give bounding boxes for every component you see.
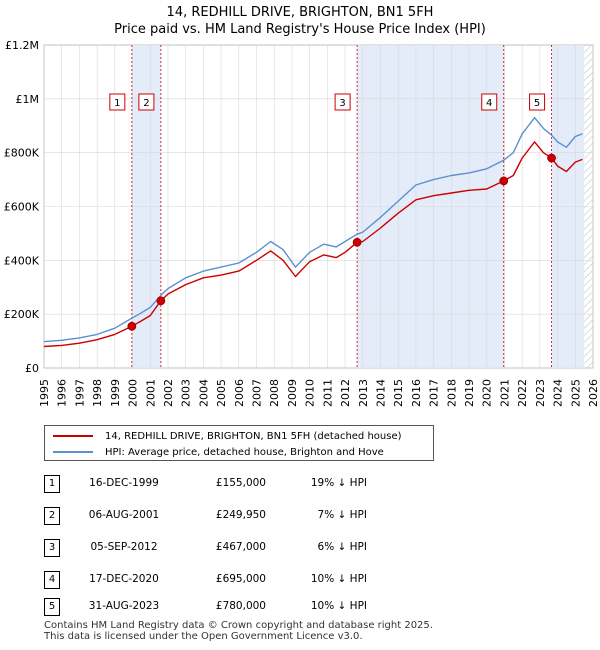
x-tick-label: 2022: [516, 379, 529, 407]
sale-date: 17-DEC-2020: [89, 573, 159, 585]
sale-number-label: 5: [534, 98, 540, 109]
x-tick-label: 2024: [552, 379, 565, 407]
chart-legend: 14, REDHILL DRIVE, BRIGHTON, BN1 5FH (de…: [44, 425, 434, 461]
price-chart: £0 £200K £400K £600K £800K £1M £1.2M 1995 1996 19…: [4, 39, 600, 407]
x-tick-label: 2025: [569, 379, 582, 407]
x-tick-label: 2007: [251, 379, 264, 407]
legend-label-hpi: HPI: Average price, detached house, Brig…: [105, 446, 384, 458]
sale-number-box: [481, 93, 498, 111]
sale-point: [352, 237, 362, 247]
sale-date: 16-DEC-1999: [89, 477, 159, 489]
chart-title-line2: Price paid vs. HM Land Registry's House …: [114, 22, 486, 37]
x-tick-label: 2026: [587, 379, 600, 407]
sale-point: [499, 176, 509, 186]
x-tick-label: 2023: [534, 379, 547, 407]
x-tick-label: 1995: [38, 379, 51, 407]
x-tick-label: 2021: [498, 379, 511, 407]
x-tick-label: 2010: [304, 379, 317, 407]
x-tick-label: 2004: [197, 379, 210, 407]
sale-price: £249,950: [215, 509, 266, 521]
sale-number-box: [109, 93, 126, 111]
sale-number-label: 2: [143, 98, 149, 109]
sale-row: 4 17-DEC-2020 £695,000 10% ↓ HPI: [44, 571, 384, 589]
sale-hpi-diff: 10% ↓ HPI: [310, 600, 367, 612]
sale-hpi-diff: 6% ↓ HPI: [317, 541, 367, 553]
chart-title-line1: 14, REDHILL DRIVE, BRIGHTON, BN1 5FH: [166, 5, 434, 20]
sale-hpi-diff: 19% ↓ HPI: [310, 477, 367, 489]
x-tick-label: 2012: [339, 379, 352, 407]
footer-licence: This data is licensed under the Open Gov…: [44, 631, 363, 642]
sale-number-box: [529, 93, 546, 111]
y-tick-label: £1M: [16, 93, 40, 106]
x-tick-label: 1997: [73, 379, 86, 407]
sale-date: 31-AUG-2023: [88, 600, 160, 612]
sale-number-label: 3: [339, 98, 345, 109]
x-tick-label: 2008: [268, 379, 281, 407]
legend-label-property: 14, REDHILL DRIVE, BRIGHTON, BN1 5FH (de…: [105, 430, 402, 442]
sale-row: 1 16-DEC-1999 £155,000 19% ↓ HPI: [44, 475, 384, 493]
legend-swatch-property: [53, 435, 93, 437]
x-tick-label: 2005: [215, 379, 228, 407]
sale-hpi-diff: 7% ↓ HPI: [317, 509, 367, 521]
y-tick-label: £600K: [4, 201, 40, 214]
sale-number-label: 4: [486, 98, 492, 109]
y-tick-label: £200K: [4, 308, 40, 321]
x-tick-label: 2013: [357, 379, 370, 407]
x-tick-label: 2003: [180, 379, 193, 407]
x-tick-label: 2001: [144, 379, 157, 407]
y-tick-label: £400K: [4, 254, 40, 267]
legend-entry-property: 14, REDHILL DRIVE, BRIGHTON, BN1 5FH (de…: [53, 428, 402, 444]
x-tick-label: 2009: [286, 379, 299, 407]
x-tick-label: 2019: [463, 379, 476, 407]
x-tick-label: 1996: [56, 379, 69, 407]
x-tick-label: 2000: [127, 379, 140, 407]
sale-number-badge: 3: [44, 539, 60, 557]
property-price-line: [43, 141, 583, 348]
sale-point: [127, 321, 137, 331]
legend-entry-hpi: HPI: Average price, detached house, Brig…: [53, 444, 384, 460]
sale-row: 2 06-AUG-2001 £249,950 7% ↓ HPI: [44, 507, 384, 525]
sale-number-badge: 2: [44, 507, 60, 525]
x-tick-label: 2018: [445, 379, 458, 407]
x-tick-label: 2016: [410, 379, 423, 407]
x-tick-label: 1998: [91, 379, 104, 407]
footer-copyright: Contains HM Land Registry data © Crown c…: [44, 620, 433, 631]
sale-price: £780,000: [215, 600, 266, 612]
legend-swatch-hpi: [53, 451, 93, 453]
sale-point: [156, 296, 166, 306]
sale-row: 5 31-AUG-2023 £780,000 10% ↓ HPI: [44, 598, 384, 616]
sale-price: £695,000: [215, 573, 266, 585]
x-tick-label: 2006: [233, 379, 246, 407]
sale-number-box: [334, 93, 351, 111]
x-tick-label: 2002: [162, 379, 175, 407]
sale-row: 3 05-SEP-2012 £467,000 6% ↓ HPI: [44, 539, 384, 557]
y-tick-label: £800K: [4, 147, 40, 160]
x-tick-label: 2017: [428, 379, 441, 407]
sale-number-badge: 4: [44, 571, 60, 589]
y-tick-label: £1.2M: [5, 39, 39, 52]
sale-date: 06-AUG-2001: [88, 509, 160, 521]
sale-price: £467,000: [215, 541, 266, 553]
x-tick-label: 2015: [392, 379, 405, 407]
y-tick-label: £0: [25, 362, 39, 375]
sale-number-box: [138, 93, 155, 111]
x-tick-label: 2014: [374, 379, 387, 407]
sale-hpi-diff: 10% ↓ HPI: [310, 573, 367, 585]
x-tick-label: 2020: [481, 379, 494, 407]
x-tick-label: 2011: [321, 379, 334, 407]
sale-number-badge: 5: [44, 598, 60, 616]
sale-number-badge: 1: [44, 475, 60, 493]
sale-number-label: 1: [114, 98, 120, 109]
hpi-line: [43, 116, 583, 343]
x-tick-label: 1999: [109, 379, 122, 407]
sale-point: [547, 153, 556, 163]
sale-price: £155,000: [215, 477, 266, 489]
sale-date: 05-SEP-2012: [90, 541, 158, 553]
